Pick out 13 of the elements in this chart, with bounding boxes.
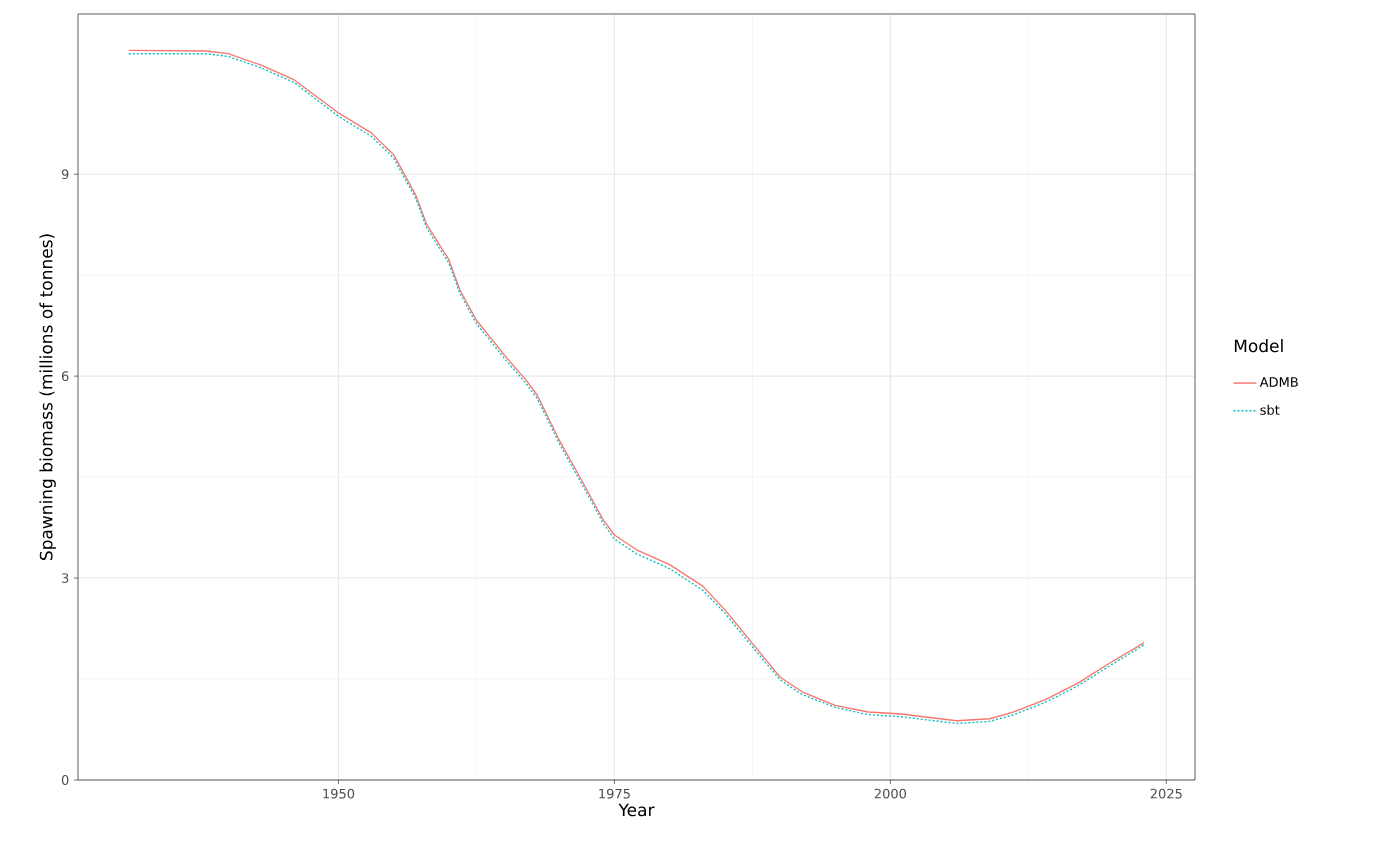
legend-label: sbt [1260, 404, 1280, 415]
x-tick-label: 1975 [599, 788, 630, 799]
x-tick-label: 2025 [1150, 788, 1182, 799]
x-axis-title: Year [618, 803, 655, 817]
legend-title: Model [1234, 339, 1283, 353]
x-tick-label: 2000 [874, 788, 907, 799]
y-tick-label: 6 [61, 371, 69, 382]
y-tick-label: 9 [61, 169, 69, 180]
legend-label: ADMB [1259, 377, 1298, 387]
y-tick-label: 3 [62, 573, 69, 583]
y-axis-title: Spawning biomass (millions of tonnes) [39, 234, 56, 560]
y-tick-label: 0 [61, 775, 69, 785]
x-tick-label: 1950 [323, 788, 355, 799]
